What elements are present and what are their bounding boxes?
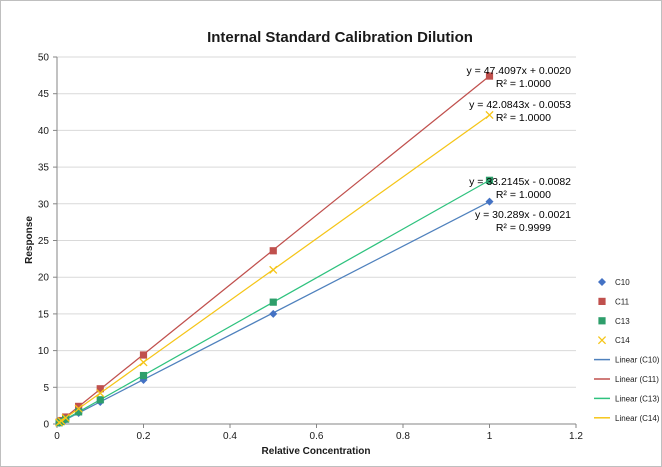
y-tick-label: 25	[38, 236, 50, 247]
legend-label: Linear (C14)	[615, 414, 660, 423]
x-tick-label: 0.8	[396, 431, 410, 442]
trendline-equation: y = 30.289x - 0.0021	[475, 209, 571, 221]
point-c14	[57, 416, 66, 425]
x-tick-label: 0.4	[223, 431, 237, 442]
trendline-r-squared: R² = 0.9999	[496, 222, 551, 234]
trendline-equation: y = 42.0843x - 0.0053	[469, 99, 571, 111]
point-c10	[269, 309, 278, 318]
trendline-r-squared: R² = 1.0000	[496, 78, 551, 90]
point-c11	[96, 385, 104, 393]
y-tick-label: 40	[38, 126, 50, 137]
x-tick-label: 0	[54, 431, 60, 442]
y-tick-label: 5	[43, 383, 49, 394]
point-c11	[139, 351, 148, 359]
legend: C10 C11 C13 C14 Linear (C10) Linear (C11) Line…	[594, 278, 660, 423]
y-tick-label: 20	[38, 273, 50, 284]
point-c13	[269, 298, 277, 306]
point-c13	[62, 415, 70, 423]
x-axis-label: Relative Concentration	[262, 446, 371, 457]
y-tick-label: 35	[38, 163, 50, 174]
point-c13	[75, 408, 83, 416]
y-tick-label: 45	[38, 89, 50, 100]
y-tick-label: 50	[38, 53, 50, 64]
legend-label: Linear (C13)	[615, 394, 660, 403]
point-c14	[139, 358, 148, 367]
point-c14	[74, 404, 83, 413]
x-tick-label: 1.2	[569, 431, 583, 442]
y-axis-label: Response	[24, 216, 35, 264]
legend-marker-c14	[597, 336, 607, 345]
trendline-r-squared: R² = 1.0000	[496, 112, 551, 124]
tick-labels: 0 5 10 15 20 25 30 35 40 45 50 0 0.2 0.4 0.6 0.8 1 1.2	[38, 53, 584, 443]
point-c13	[485, 176, 494, 184]
legend-marker-c10	[598, 278, 606, 286]
y-tick-label: 30	[38, 199, 50, 210]
point-c11	[75, 402, 83, 410]
y-tick-label: 15	[38, 309, 50, 320]
point-c13	[96, 396, 104, 404]
axes	[53, 56, 577, 428]
legend-marker-c11	[598, 297, 606, 305]
point-c14	[485, 110, 494, 120]
x-tick-label: 0.2	[137, 431, 151, 442]
legend-label: C14	[615, 336, 630, 345]
x-tick-label: 0.6	[310, 431, 324, 442]
legend-label: Linear (C11)	[615, 375, 659, 384]
chart-title: Internal Standard Calibration Dilution	[207, 29, 473, 46]
trendline-equation: y = 33.2145x - 0.0082	[469, 176, 571, 188]
data-points	[55, 72, 494, 427]
legend-label: Linear (C10)	[615, 356, 660, 365]
y-tick-label: 0	[43, 420, 49, 431]
trendline-r-squared: R² = 1.0000	[496, 189, 551, 201]
point-c14	[96, 389, 105, 398]
legend-label: C11	[615, 297, 630, 306]
point-c13	[139, 371, 148, 380]
legend-marker-c13	[598, 317, 606, 325]
legend-label: C13	[615, 317, 630, 326]
x-tick-label: 1	[487, 431, 493, 442]
point-c11	[269, 247, 277, 255]
point-c10	[485, 197, 494, 206]
point-c14	[61, 413, 70, 422]
point-c14	[269, 265, 278, 274]
legend-label: C10	[615, 278, 630, 287]
trendline-equation: y = 47.4097x + 0.0020	[466, 65, 571, 77]
point-c11	[485, 72, 494, 80]
y-tick-label: 10	[38, 346, 50, 357]
